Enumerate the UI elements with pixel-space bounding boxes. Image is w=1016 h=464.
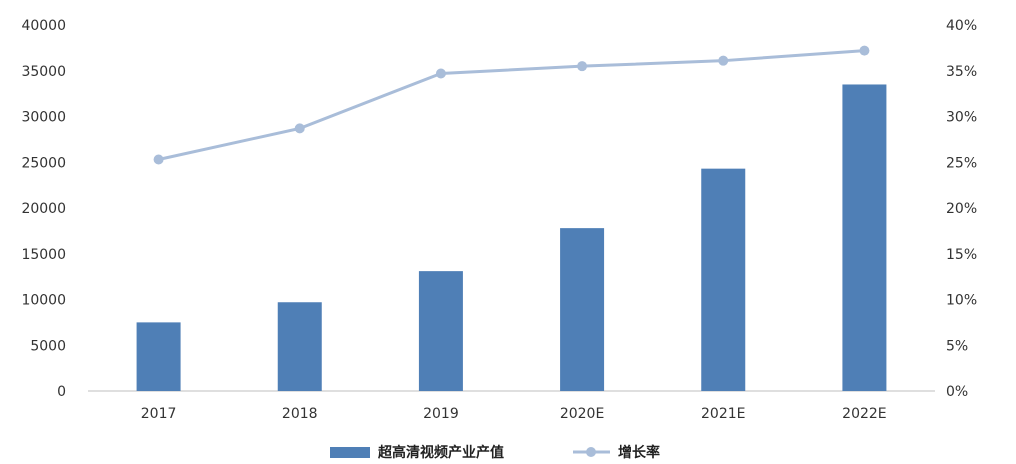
right-tick-label: 25% (946, 155, 977, 171)
growth-line (158, 49, 865, 161)
left-tick-label: 40000 (21, 18, 66, 34)
right-tick-label: 20% (946, 201, 977, 217)
right-tick-label: 30% (946, 110, 977, 126)
left-tick-label: 25000 (21, 155, 66, 171)
left-tick-label: 35000 (21, 64, 66, 80)
left-tick-label: 20000 (21, 201, 66, 217)
legend-bar-label: 超高清视频产业产值 (377, 444, 504, 461)
x-tick-label: 2018 (282, 406, 318, 422)
line-point (718, 55, 729, 66)
left-tick-label: 30000 (21, 110, 66, 126)
line-point (435, 68, 446, 79)
right-tick-label: 10% (946, 293, 977, 309)
x-tick-label: 2019 (423, 406, 459, 422)
x-tick-label: 2017 (141, 406, 177, 422)
bar (701, 168, 746, 391)
left-tick-label: 0 (57, 384, 66, 400)
x-tick-label: 2020E (560, 406, 604, 422)
legend: 超高清视频产业产值 增长率 (330, 444, 660, 461)
bar (560, 228, 605, 391)
x-tick-label: 2022E (842, 406, 886, 422)
left-axis-ticks: 0 5000 10000 15000 20000 25000 30000 35000 40000 (21, 18, 66, 400)
right-tick-label: 0% (946, 384, 968, 400)
bar (418, 271, 463, 391)
right-tick-label: 5% (946, 338, 968, 354)
x-tick-label: 2021E (701, 406, 745, 422)
bar (277, 302, 322, 391)
line-point (294, 123, 305, 134)
right-axis-ticks: 0% 5% 10% 15% 20% 25% 30% 35% 40% (946, 18, 977, 400)
bar (136, 322, 181, 391)
right-tick-label: 35% (946, 64, 977, 80)
legend-line-marker (586, 447, 596, 457)
right-tick-label: 15% (946, 247, 977, 263)
legend-bar-swatch (330, 447, 370, 458)
legend-line-label: 增长率 (618, 444, 660, 461)
line-point (577, 61, 588, 72)
left-tick-label: 15000 (21, 247, 66, 263)
x-axis-ticks: 2017 2018 2019 2020E 2021E 2022E (141, 406, 887, 422)
line-point (859, 45, 870, 56)
bar-series (136, 84, 887, 391)
bar (842, 84, 887, 391)
line-series (153, 45, 870, 165)
line-point (153, 154, 164, 165)
left-tick-label: 10000 (21, 293, 66, 309)
left-tick-label: 5000 (30, 338, 66, 354)
right-tick-label: 40% (946, 18, 977, 34)
